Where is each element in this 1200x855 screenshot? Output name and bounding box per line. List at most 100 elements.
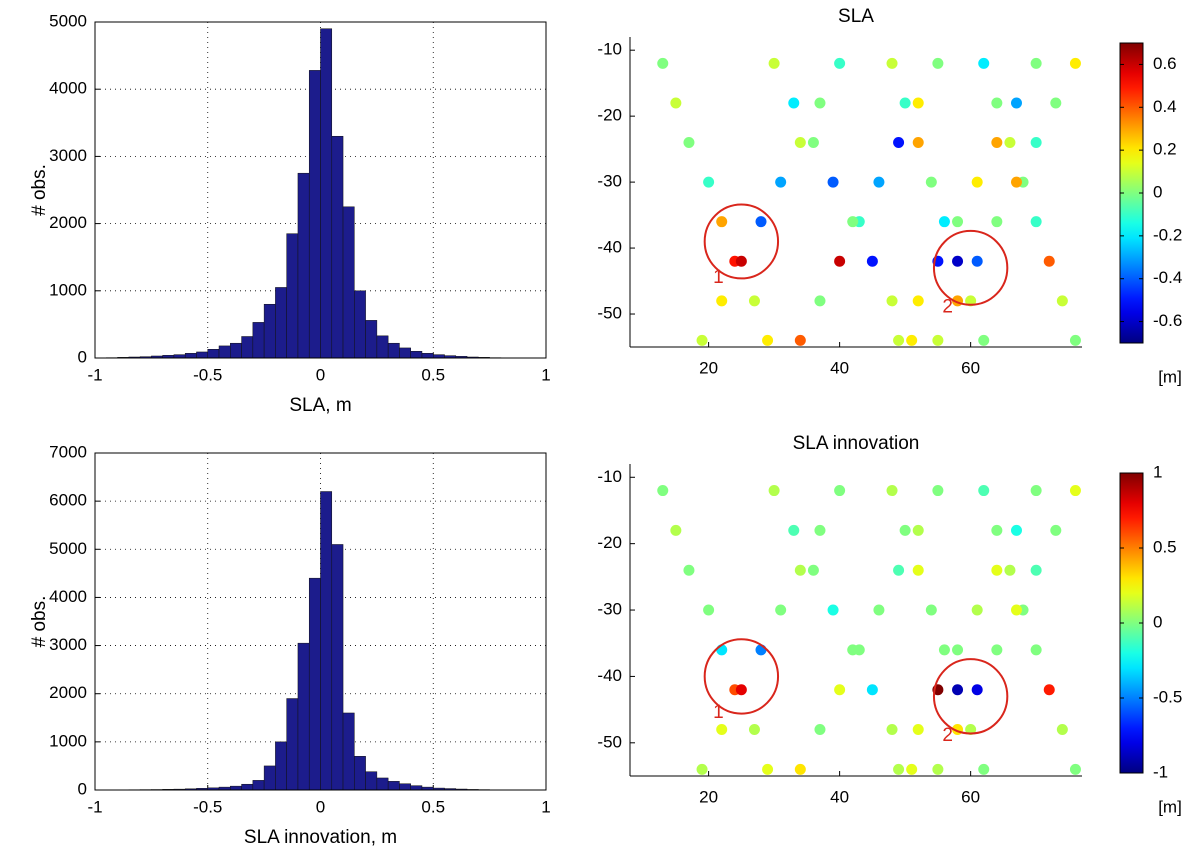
data-point: [814, 97, 826, 109]
y-tick-label: 0: [78, 347, 87, 366]
bar: [286, 698, 299, 791]
y-tick-label: 2000: [49, 213, 87, 232]
data-point: [775, 604, 787, 616]
colorbar-tick-label: -0.5: [1153, 687, 1182, 706]
data-point: [1010, 97, 1022, 109]
colorbar-tick-label: 1: [1153, 462, 1162, 481]
data-point: [952, 644, 964, 656]
data-point: [965, 295, 977, 307]
data-point: [794, 564, 806, 576]
y-axis-label: # obs.: [29, 164, 50, 216]
data-point: [1030, 564, 1042, 576]
data-point: [1050, 97, 1062, 109]
data-point: [814, 724, 826, 736]
data-point: [912, 295, 924, 307]
bar: [320, 491, 333, 791]
data-point: [866, 684, 878, 696]
bar: [421, 353, 434, 359]
data-point: [814, 295, 826, 307]
data-point: [670, 524, 682, 536]
data-point: [912, 97, 924, 109]
data-point: [794, 763, 806, 775]
colorbar-label: [m]: [1158, 797, 1182, 816]
bar: [308, 70, 321, 359]
x-axis-label: SLA, m: [289, 395, 351, 416]
data-point: [1010, 604, 1022, 616]
bar: [399, 347, 411, 359]
y-tick-label: -10: [597, 40, 622, 59]
data-point: [716, 295, 728, 307]
data-point: [912, 524, 924, 536]
highlight-circle: [932, 229, 1009, 306]
y-tick-label: 6000: [49, 491, 87, 510]
x-tick-label: 20: [699, 358, 718, 377]
data-point: [762, 334, 774, 346]
chart-title: SLA: [838, 6, 874, 27]
data-point: [991, 137, 1003, 149]
x-tick-label: 20: [699, 787, 718, 806]
x-axis-label: SLA innovation, m: [244, 827, 397, 848]
data-point: [932, 763, 944, 775]
bar: [342, 712, 355, 791]
chart-title: SLA innovation: [793, 433, 920, 454]
x-tick-label: 0: [316, 365, 325, 384]
data-point: [788, 97, 800, 109]
bar: [241, 336, 254, 359]
bar: [399, 783, 411, 791]
data-point: [978, 57, 990, 69]
data-point: [886, 485, 898, 497]
data-point: [1043, 684, 1055, 696]
bar: [365, 771, 378, 791]
data-point: [886, 724, 898, 736]
colorbar-tick-label: 0.2: [1153, 140, 1177, 159]
data-point: [932, 485, 944, 497]
data-point: [683, 137, 695, 149]
bar: [263, 303, 276, 359]
y-tick-label: -10: [597, 467, 622, 486]
data-point: [938, 216, 950, 228]
data-point: [1069, 334, 1081, 346]
y-tick-label: 1000: [49, 731, 87, 750]
x-tick-label: 0.5: [421, 797, 445, 816]
data-point: [683, 564, 695, 576]
data-point: [703, 604, 715, 616]
data-point: [971, 255, 983, 267]
colorbar-tick-label: -0.6: [1153, 311, 1182, 330]
axes-box: [94, 21, 547, 359]
y-tick-label: 5000: [49, 539, 87, 558]
data-point: [775, 176, 787, 188]
data-point: [971, 176, 983, 188]
bar: [286, 233, 299, 359]
axes-box: [94, 452, 547, 791]
y-axis-label: # obs.: [29, 596, 50, 648]
bar: [331, 135, 344, 359]
bar: [376, 777, 389, 791]
data-point: [1030, 644, 1042, 656]
colorbar-tick-label: -0.2: [1153, 225, 1182, 244]
data-point: [971, 604, 983, 616]
colorbar-label: [m]: [1158, 367, 1182, 386]
data-point: [866, 255, 878, 267]
data-point: [696, 334, 708, 346]
y-tick-label: 1000: [49, 280, 87, 299]
bar: [184, 353, 197, 359]
data-point: [1030, 57, 1042, 69]
data-point: [1069, 57, 1081, 69]
x-tick-label: -0.5: [193, 797, 222, 816]
data-point: [952, 684, 964, 696]
data-point: [1004, 564, 1016, 576]
data-point: [1056, 295, 1068, 307]
data-point: [899, 524, 911, 536]
highlight-circle: [932, 658, 1009, 735]
bar: [173, 354, 186, 359]
bar: [196, 351, 209, 359]
y-tick-label: 7000: [49, 442, 87, 461]
data-point: [657, 485, 669, 497]
colorbar-tick-label: 0: [1153, 182, 1162, 201]
bar: [410, 785, 423, 791]
y-tick-label: -50: [597, 304, 622, 323]
data-point: [834, 485, 846, 497]
bar: [331, 544, 344, 791]
data-point: [794, 137, 806, 149]
data-point: [873, 604, 885, 616]
